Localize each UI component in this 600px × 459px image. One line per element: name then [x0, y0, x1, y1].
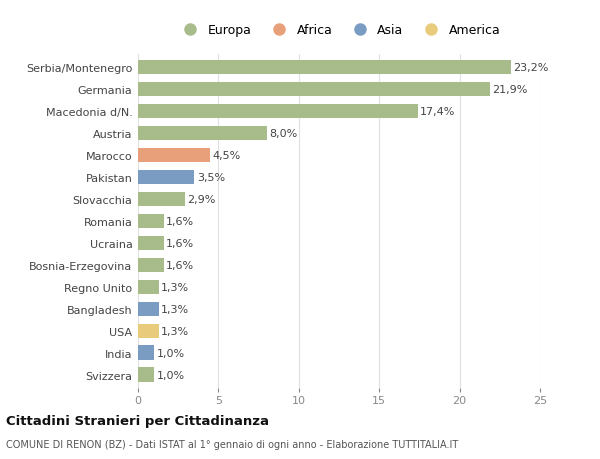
- Text: 4,5%: 4,5%: [213, 151, 241, 161]
- Text: COMUNE DI RENON (BZ) - Dati ISTAT al 1° gennaio di ogni anno - Elaborazione TUTT: COMUNE DI RENON (BZ) - Dati ISTAT al 1° …: [6, 440, 458, 449]
- Bar: [138, 149, 211, 163]
- Text: 8,0%: 8,0%: [269, 129, 298, 139]
- Text: 1,0%: 1,0%: [157, 348, 185, 358]
- Text: 1,6%: 1,6%: [166, 238, 194, 248]
- Text: 1,3%: 1,3%: [161, 282, 190, 292]
- Bar: [138, 324, 159, 338]
- Bar: [138, 280, 159, 294]
- Text: 21,9%: 21,9%: [493, 85, 528, 95]
- Bar: [138, 83, 490, 97]
- Bar: [138, 192, 185, 207]
- Text: 2,9%: 2,9%: [187, 195, 215, 205]
- Text: 1,3%: 1,3%: [161, 326, 190, 336]
- Text: 1,3%: 1,3%: [161, 304, 190, 314]
- Text: 1,6%: 1,6%: [166, 217, 194, 226]
- Legend: Europa, Africa, Asia, America: Europa, Africa, Asia, America: [175, 22, 503, 39]
- Text: 23,2%: 23,2%: [514, 63, 549, 73]
- Bar: [138, 302, 159, 316]
- Bar: [138, 346, 154, 360]
- Bar: [138, 258, 164, 272]
- Bar: [138, 214, 164, 229]
- Bar: [138, 171, 194, 185]
- Text: 1,0%: 1,0%: [157, 370, 185, 380]
- Text: 3,5%: 3,5%: [197, 173, 225, 183]
- Text: 1,6%: 1,6%: [166, 260, 194, 270]
- Bar: [138, 368, 154, 382]
- Text: 17,4%: 17,4%: [420, 107, 455, 117]
- Bar: [138, 105, 418, 119]
- Bar: [138, 127, 266, 141]
- Text: Cittadini Stranieri per Cittadinanza: Cittadini Stranieri per Cittadinanza: [6, 414, 269, 428]
- Bar: [138, 61, 511, 75]
- Bar: [138, 236, 164, 251]
